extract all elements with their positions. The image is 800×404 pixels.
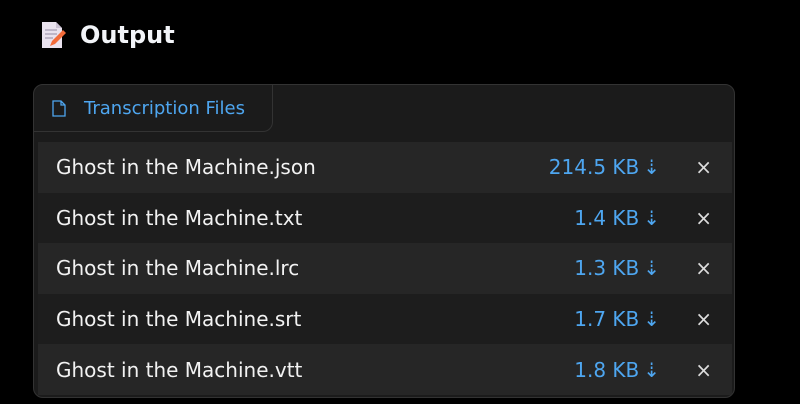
download-link[interactable]: 214.5 KB ⇣ <box>549 155 660 179</box>
file-row: Ghost in the Machine.srt 1.7 KB ⇣ × <box>38 293 732 345</box>
remove-file-button[interactable]: × <box>695 307 712 332</box>
file-name: Ghost in the Machine.txt <box>56 205 303 230</box>
file-size: 1.7 KB <box>574 307 640 332</box>
output-panel: Transcription Files Ghost in the Machine… <box>33 84 735 398</box>
file-size: 1.3 KB <box>574 256 640 281</box>
download-link[interactable]: 1.7 KB ⇣ <box>574 307 660 331</box>
file-icon <box>52 99 66 117</box>
tab-label: Transcription Files <box>84 97 245 119</box>
remove-file-button[interactable]: × <box>695 256 712 281</box>
file-row: Ghost in the Machine.vtt 1.8 KB ⇣ × <box>38 344 732 395</box>
output-header: Output <box>40 20 175 50</box>
download-link[interactable]: 1.3 KB ⇣ <box>574 256 660 280</box>
file-row: Ghost in the Machine.json 214.5 KB ⇣ × <box>38 142 732 193</box>
download-icon: ⇣ <box>643 205 660 230</box>
file-row: Ghost in the Machine.lrc 1.3 KB ⇣ × <box>38 243 732 294</box>
file-name: Ghost in the Machine.srt <box>56 307 302 332</box>
remove-file-button[interactable]: × <box>695 155 712 180</box>
file-name: Ghost in the Machine.vtt <box>56 357 303 382</box>
download-icon: ⇣ <box>643 357 660 382</box>
remove-file-button[interactable]: × <box>695 205 712 230</box>
file-row: Ghost in the Machine.txt 1.4 KB ⇣ × <box>38 192 732 244</box>
file-size: 1.4 KB <box>574 205 640 230</box>
memo-icon <box>42 22 66 48</box>
file-list: Ghost in the Machine.json 214.5 KB ⇣ × Gho… <box>38 142 732 395</box>
file-size: 214.5 KB <box>548 155 640 180</box>
download-icon: ⇣ <box>643 307 660 332</box>
download-link[interactable]: 1.8 KB ⇣ <box>574 358 660 382</box>
file-size: 1.8 KB <box>574 357 640 382</box>
remove-file-button[interactable]: × <box>695 357 712 382</box>
download-icon: ⇣ <box>643 155 660 180</box>
file-name: Ghost in the Machine.json <box>56 155 316 180</box>
download-link[interactable]: 1.4 KB ⇣ <box>574 206 660 230</box>
tab-transcription-files[interactable]: Transcription Files <box>34 85 273 132</box>
file-name: Ghost in the Machine.lrc <box>56 256 300 281</box>
download-icon: ⇣ <box>643 256 660 281</box>
page-title: Output <box>80 21 175 49</box>
